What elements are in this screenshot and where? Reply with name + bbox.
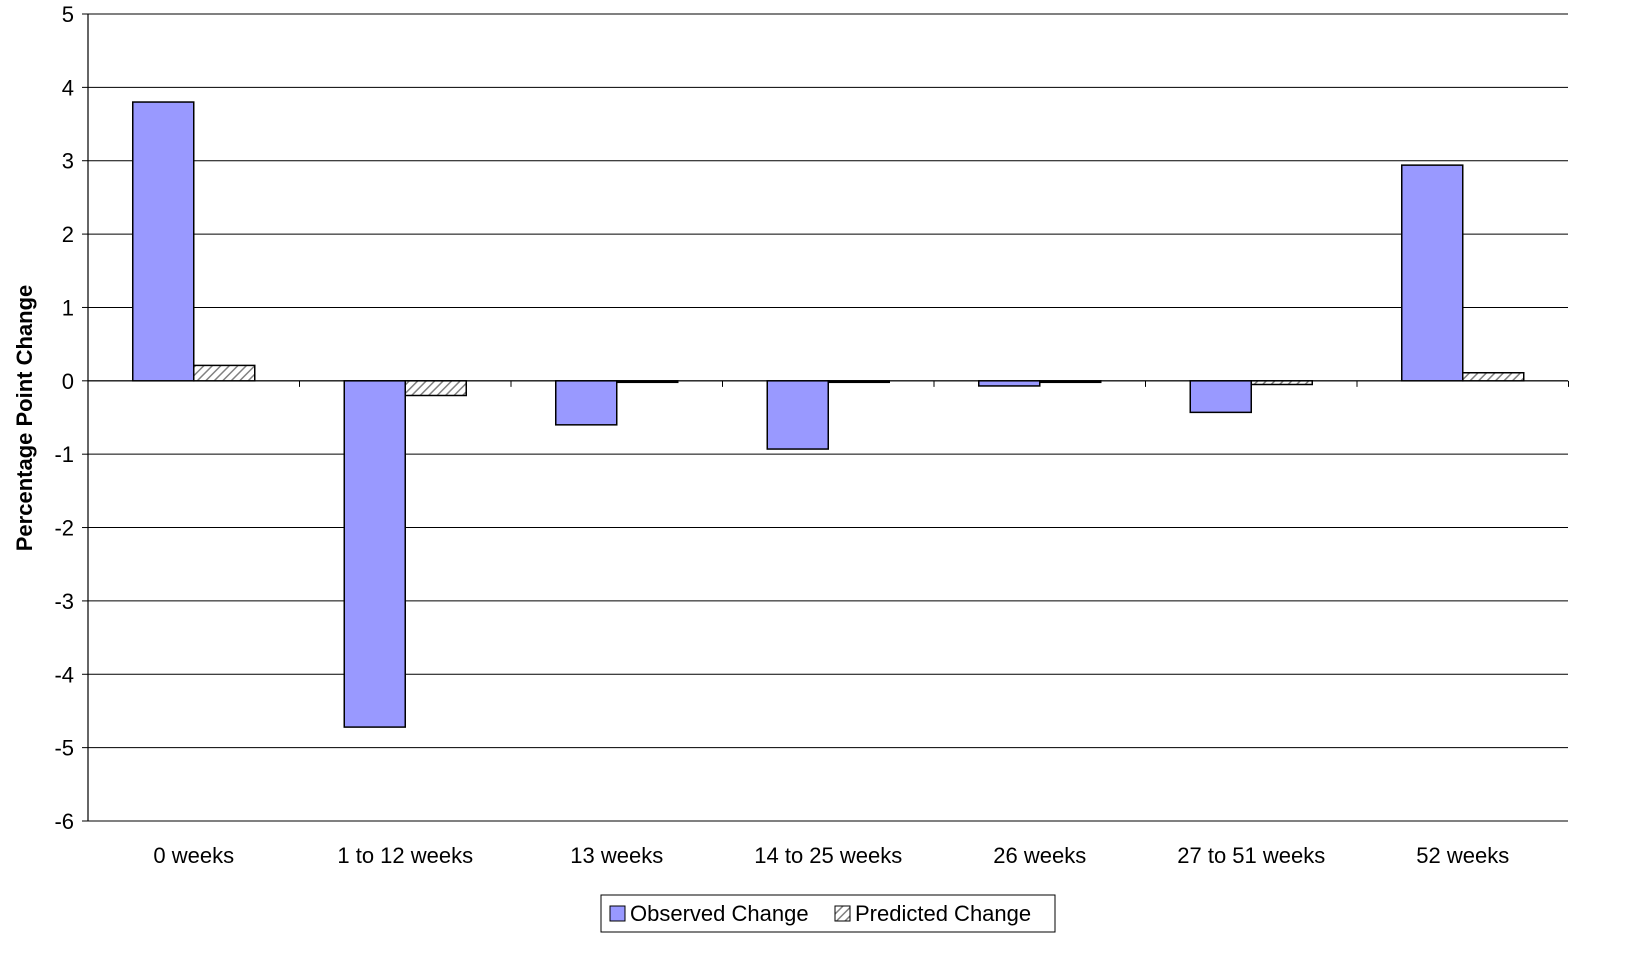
observed-change-bar (1401, 164, 1464, 382)
x-tick-label: 27 to 51 weeks (1177, 843, 1325, 868)
predicted-change-bar (1250, 380, 1313, 386)
y-tick-label: 2 (62, 222, 74, 247)
legend: Observed Change Predicted Change (600, 894, 1056, 933)
y-tick-label: -5 (54, 736, 74, 761)
observed-change-bar (766, 380, 829, 450)
y-tick-label: 5 (62, 2, 74, 27)
predicted-change-bar (827, 380, 890, 384)
legend-swatch-observed (609, 905, 626, 922)
bars (132, 101, 1525, 728)
x-tick-label: 26 weeks (993, 843, 1086, 868)
legend-label-predicted: Predicted Change (855, 901, 1031, 926)
observed-change-bar (132, 101, 195, 382)
y-tick-label: 4 (62, 75, 74, 100)
predicted-change-bar (404, 380, 467, 397)
x-tick-label: 14 to 25 weeks (754, 843, 902, 868)
legend-swatch-predicted (834, 905, 851, 922)
tick-labels: 5 4 3 2 1 0 -1 -2 -3 -4 -5 -6 0 weeks 1 to 12 weeks 13… (54, 2, 1509, 868)
x-tick-label: 0 weeks (153, 843, 234, 868)
y-tick-label: -2 (54, 516, 74, 541)
observed-change-bar (555, 380, 618, 426)
predicted-change-bar (616, 380, 679, 384)
x-tick-label: 52 weeks (1416, 843, 1509, 868)
legend-label-observed: Observed Change (630, 901, 809, 926)
x-tick-label: 1 to 12 weeks (337, 843, 473, 868)
y-axis-title: Percentage Point Change (12, 285, 37, 552)
observed-change-bar (1189, 380, 1252, 414)
legend-box (600, 894, 1056, 933)
x-tick-label: 13 weeks (570, 843, 663, 868)
predicted-change-bar (193, 364, 256, 382)
y-tick-label: 0 (62, 369, 74, 394)
y-tick-label: -1 (54, 442, 74, 467)
y-tick-label: 1 (62, 295, 74, 320)
observed-change-bar (343, 380, 406, 728)
y-tick-label: -6 (54, 809, 74, 834)
observed-change-bar (978, 380, 1041, 387)
predicted-change-bar (1039, 380, 1102, 384)
predicted-change-bar (1462, 371, 1525, 382)
y-tick-label: -4 (54, 662, 74, 687)
y-tick-label: 3 (62, 149, 74, 174)
y-tick-label: -3 (54, 589, 74, 614)
